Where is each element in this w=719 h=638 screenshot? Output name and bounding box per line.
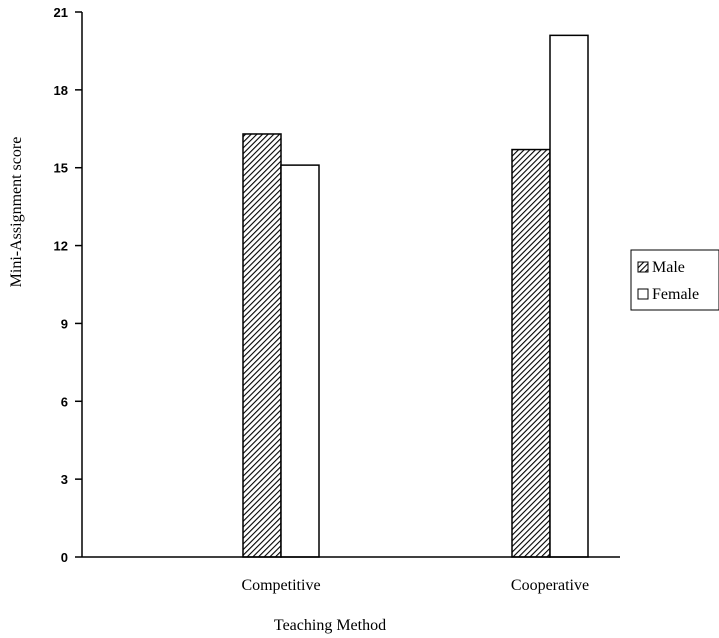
y-tick-label: 3 [61, 472, 68, 487]
legend-swatch-male [637, 261, 649, 273]
x-tick-label: Cooperative [511, 577, 589, 594]
legend-label-female: Female [652, 286, 699, 303]
axes [81, 12, 620, 558]
x-axis-title: Teaching Method [274, 617, 386, 634]
y-tick-label: 9 [61, 316, 68, 331]
y-tick-label: 6 [61, 394, 68, 409]
legend: Male Female [630, 249, 719, 311]
y-axis-title: Mini-Assignment score [8, 137, 25, 288]
legend-swatch-female [637, 288, 649, 300]
y-axis-ticks: 0 3 6 9 12 15 18 21 [54, 5, 82, 565]
y-tick-label: 0 [61, 550, 68, 565]
x-tick-label: Competitive [241, 577, 320, 594]
bar-female-competitive [280, 164, 320, 558]
bar-male-cooperative [511, 148, 551, 558]
legend-box [630, 249, 719, 311]
y-tick-label: 12 [54, 239, 68, 254]
legend-label-male: Male [652, 259, 685, 276]
x-axis-labels: Competitive Cooperative [241, 577, 589, 594]
y-tick-label: 21 [54, 5, 68, 20]
bars [242, 34, 589, 558]
y-tick-label: 15 [54, 161, 68, 176]
y-tick-label: 18 [54, 83, 68, 98]
bar-male-competitive [242, 133, 282, 558]
bar-female-cooperative [549, 34, 589, 558]
